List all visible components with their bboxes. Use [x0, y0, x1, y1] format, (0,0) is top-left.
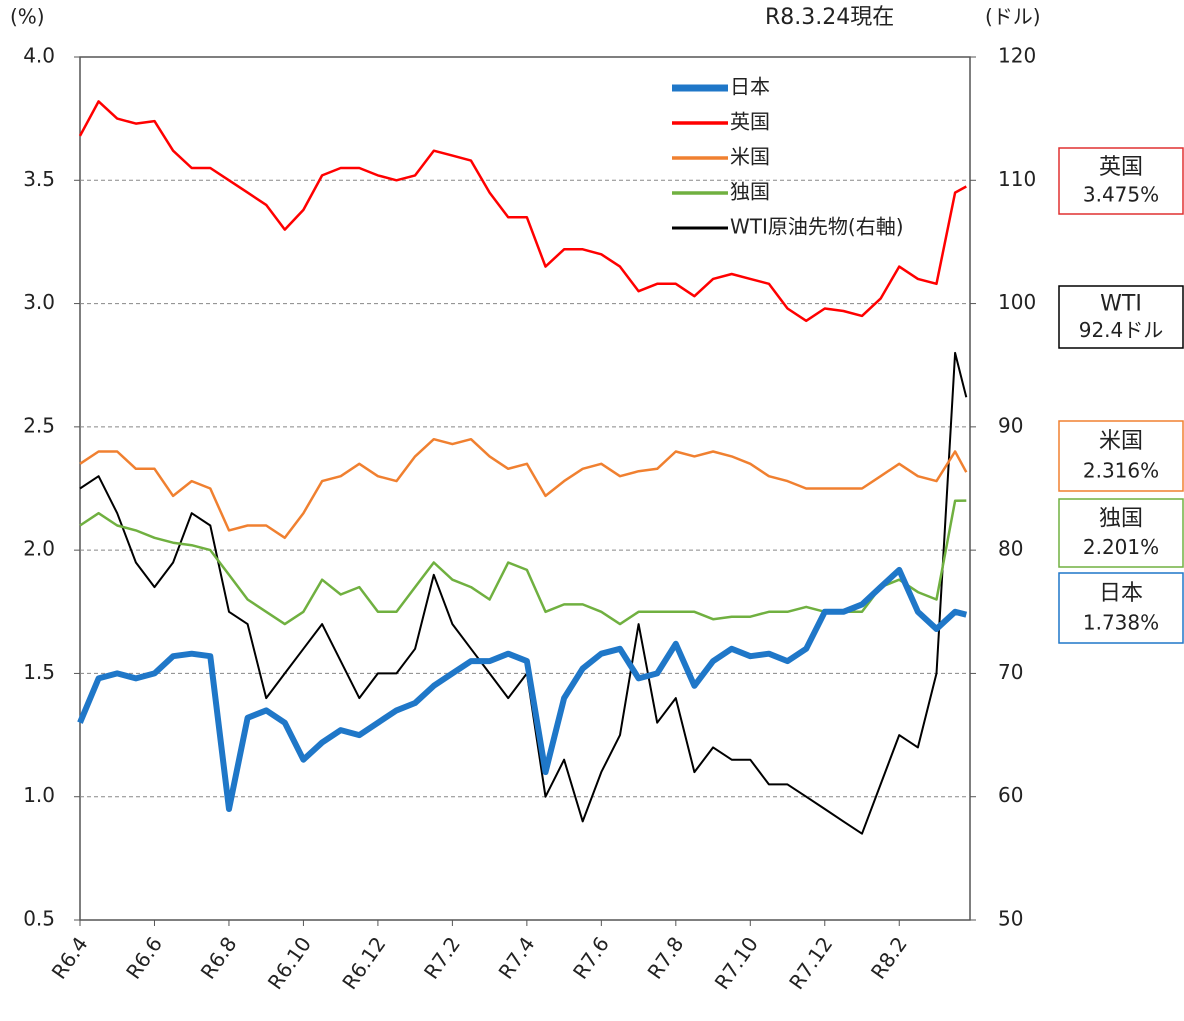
y2-tick-label: 60: [998, 783, 1023, 807]
value-box: [1058, 147, 1184, 215]
legend-label: 独国: [730, 180, 770, 204]
x-tick-label: R6.10: [263, 932, 316, 994]
value-box-name: 英国: [1099, 155, 1143, 180]
y-tick-label: 0.5: [23, 907, 55, 931]
value-box-name: 米国: [1099, 429, 1143, 454]
y2-tick-label: 50: [998, 907, 1023, 931]
value-box: [1058, 420, 1184, 492]
y-tick-label: 2.0: [23, 537, 55, 561]
legend-label: WTI原油先物(右軸): [730, 215, 904, 239]
x-tick-label: R7.2: [419, 932, 465, 983]
value-box: [1058, 498, 1184, 568]
y2-tick-label: 70: [998, 660, 1023, 684]
value-box-value: 1.738%: [1083, 611, 1159, 635]
x-tick-label: R6.12: [337, 932, 390, 994]
y2-tick-label: 90: [998, 413, 1023, 437]
y2-tick-label: 80: [998, 537, 1023, 561]
y-tick-label: 2.5: [23, 413, 55, 437]
x-tick-label: R6.6: [121, 932, 167, 983]
value-box-value: 92.4ドル: [1079, 318, 1164, 342]
value-box-name: 独国: [1099, 506, 1143, 531]
y2-tick-label: 110: [998, 167, 1036, 191]
x-tick-label: R6.8: [196, 932, 242, 983]
series-line: [78, 100, 967, 323]
y2-tick-label: 120: [998, 44, 1036, 68]
value-box: [1058, 285, 1184, 349]
value-box-value: 3.475%: [1083, 183, 1159, 207]
x-tick-label: R6.4: [47, 932, 93, 983]
value-box: [1058, 572, 1184, 644]
y-tick-label: 3.5: [23, 167, 55, 191]
legend-label: 英国: [730, 110, 770, 134]
legend-label: 米国: [730, 145, 770, 169]
date-note: R8.3.24現在: [765, 5, 894, 30]
x-tick-label: R8.2: [866, 932, 912, 983]
value-box-name: 日本: [1099, 581, 1143, 606]
series-line: [77, 566, 968, 812]
x-tick-label: R7.6: [568, 932, 614, 983]
y-tick-label: 3.0: [23, 290, 55, 314]
right-unit: (ドル): [985, 5, 1041, 29]
legend-label: 日本: [730, 75, 770, 99]
x-tick-label: R7.10: [710, 932, 763, 994]
y2-tick-label: 100: [998, 290, 1036, 314]
y-tick-label: 1.5: [23, 660, 55, 684]
x-tick-label: R7.12: [784, 932, 837, 994]
x-tick-label: R7.8: [643, 932, 689, 983]
x-tick-label: R7.4: [494, 932, 540, 983]
value-box-value: 2.201%: [1083, 535, 1159, 559]
value-box-value: 2.316%: [1083, 459, 1159, 483]
value-box-name: WTI: [1100, 292, 1142, 317]
y-tick-label: 1.0: [23, 783, 55, 807]
left-unit: (%): [10, 5, 45, 29]
series-line: [79, 499, 967, 626]
series-line: [79, 437, 968, 540]
y-tick-label: 4.0: [23, 44, 55, 68]
series-line: [79, 351, 968, 835]
